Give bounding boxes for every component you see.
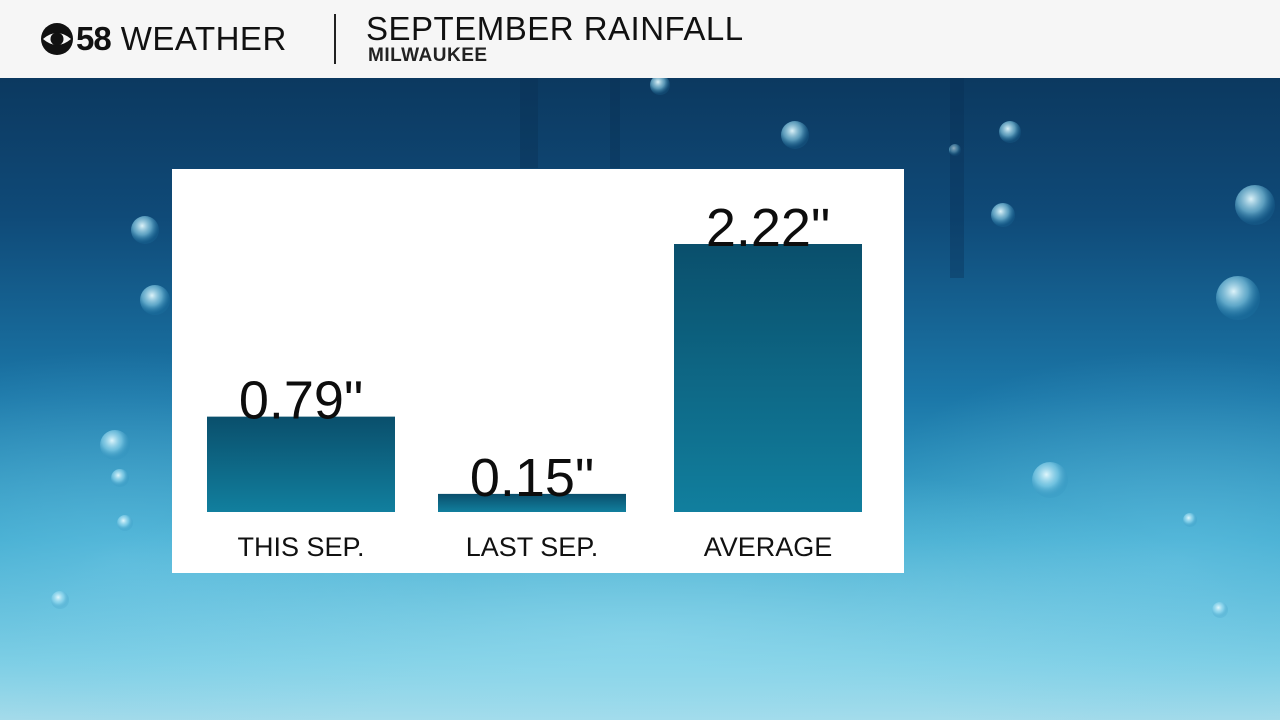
- bar-chart: 0.79" 0.15" 2.22" THIS SEP. LAST SEP. AVERAG…: [207, 198, 862, 562]
- bar-last-sep: [438, 493, 626, 512]
- chart-panel: 0.79" 0.15" 2.22" THIS SEP. LAST SEP. AVERAG…: [172, 169, 904, 573]
- cbs-eye-icon: [41, 23, 73, 55]
- logo-word: WEATHER: [120, 20, 287, 57]
- header-bar: 58 WEATHER SEPTEMBER RAINFALL MILWAUKEE: [0, 0, 1280, 78]
- value-label-this-sep: 0.79": [239, 371, 363, 431]
- page-subtitle: MILWAUKEE: [368, 45, 488, 66]
- bar-this-sep: [207, 416, 395, 512]
- category-label-this-sep: THIS SEP.: [237, 532, 364, 562]
- station-logo: 58 WEATHER: [40, 18, 287, 60]
- category-label-average: AVERAGE: [704, 532, 833, 562]
- logo-number: 58: [76, 20, 112, 57]
- header-divider: [334, 14, 336, 64]
- value-label-last-sep: 0.15": [470, 448, 594, 508]
- bar-average: [674, 244, 862, 512]
- value-label-average: 2.22": [706, 198, 830, 258]
- category-label-last-sep: LAST SEP.: [466, 532, 599, 562]
- page-title: SEPTEMBER RAINFALL: [366, 10, 744, 47]
